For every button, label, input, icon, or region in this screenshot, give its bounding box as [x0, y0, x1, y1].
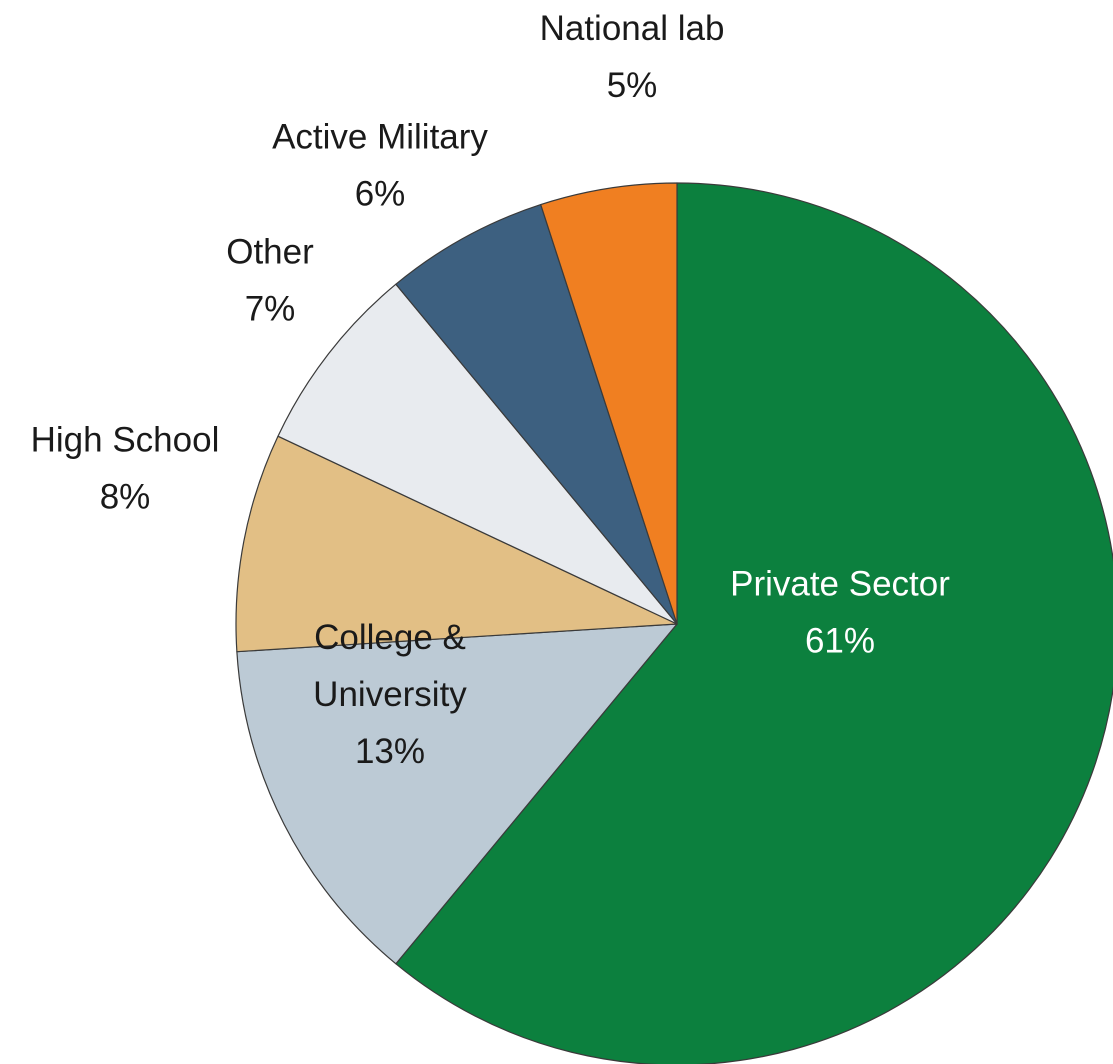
slice-label-line: College & [314, 618, 466, 657]
pie-slice-high-school [235, 435, 678, 653]
slice-label-line: 61% [805, 622, 875, 661]
labels-layer: Private Sector 61% College & University 13% H… [31, 0, 951, 771]
pie-slice-other [277, 283, 678, 625]
slice-label-line: 5% [607, 66, 658, 105]
slices-layer [235, 182, 1113, 1064]
slice-label-other: Other 7% [226, 233, 314, 329]
slice-label-line: Active Military [272, 118, 488, 157]
slice-label-college: College & University 13% [313, 618, 467, 771]
slice-label-line: 8% [100, 478, 151, 517]
pie-slice-active-military [395, 203, 678, 625]
slice-label-active-military: Active Military 6% [272, 118, 488, 214]
pie-slice-college [236, 623, 678, 965]
pie-slice-private-sector [395, 182, 1113, 1064]
slice-label-line: High School [31, 421, 220, 460]
slice-label-line: 13% [355, 732, 425, 771]
slice-label-line: Private Sector [730, 565, 950, 604]
slice-label-line: National lab [540, 9, 725, 48]
pie-slice-civilian-gov-t [540, 182, 678, 625]
slice-label-high-school: High School 8% [31, 421, 220, 517]
slice-label-line: University [313, 675, 467, 714]
slice-label-line: Other [226, 233, 314, 272]
slice-label-line: 7% [245, 290, 296, 329]
slice-label-line: 6% [355, 175, 406, 214]
slice-label-private-sector: Private Sector 61% [730, 565, 950, 661]
